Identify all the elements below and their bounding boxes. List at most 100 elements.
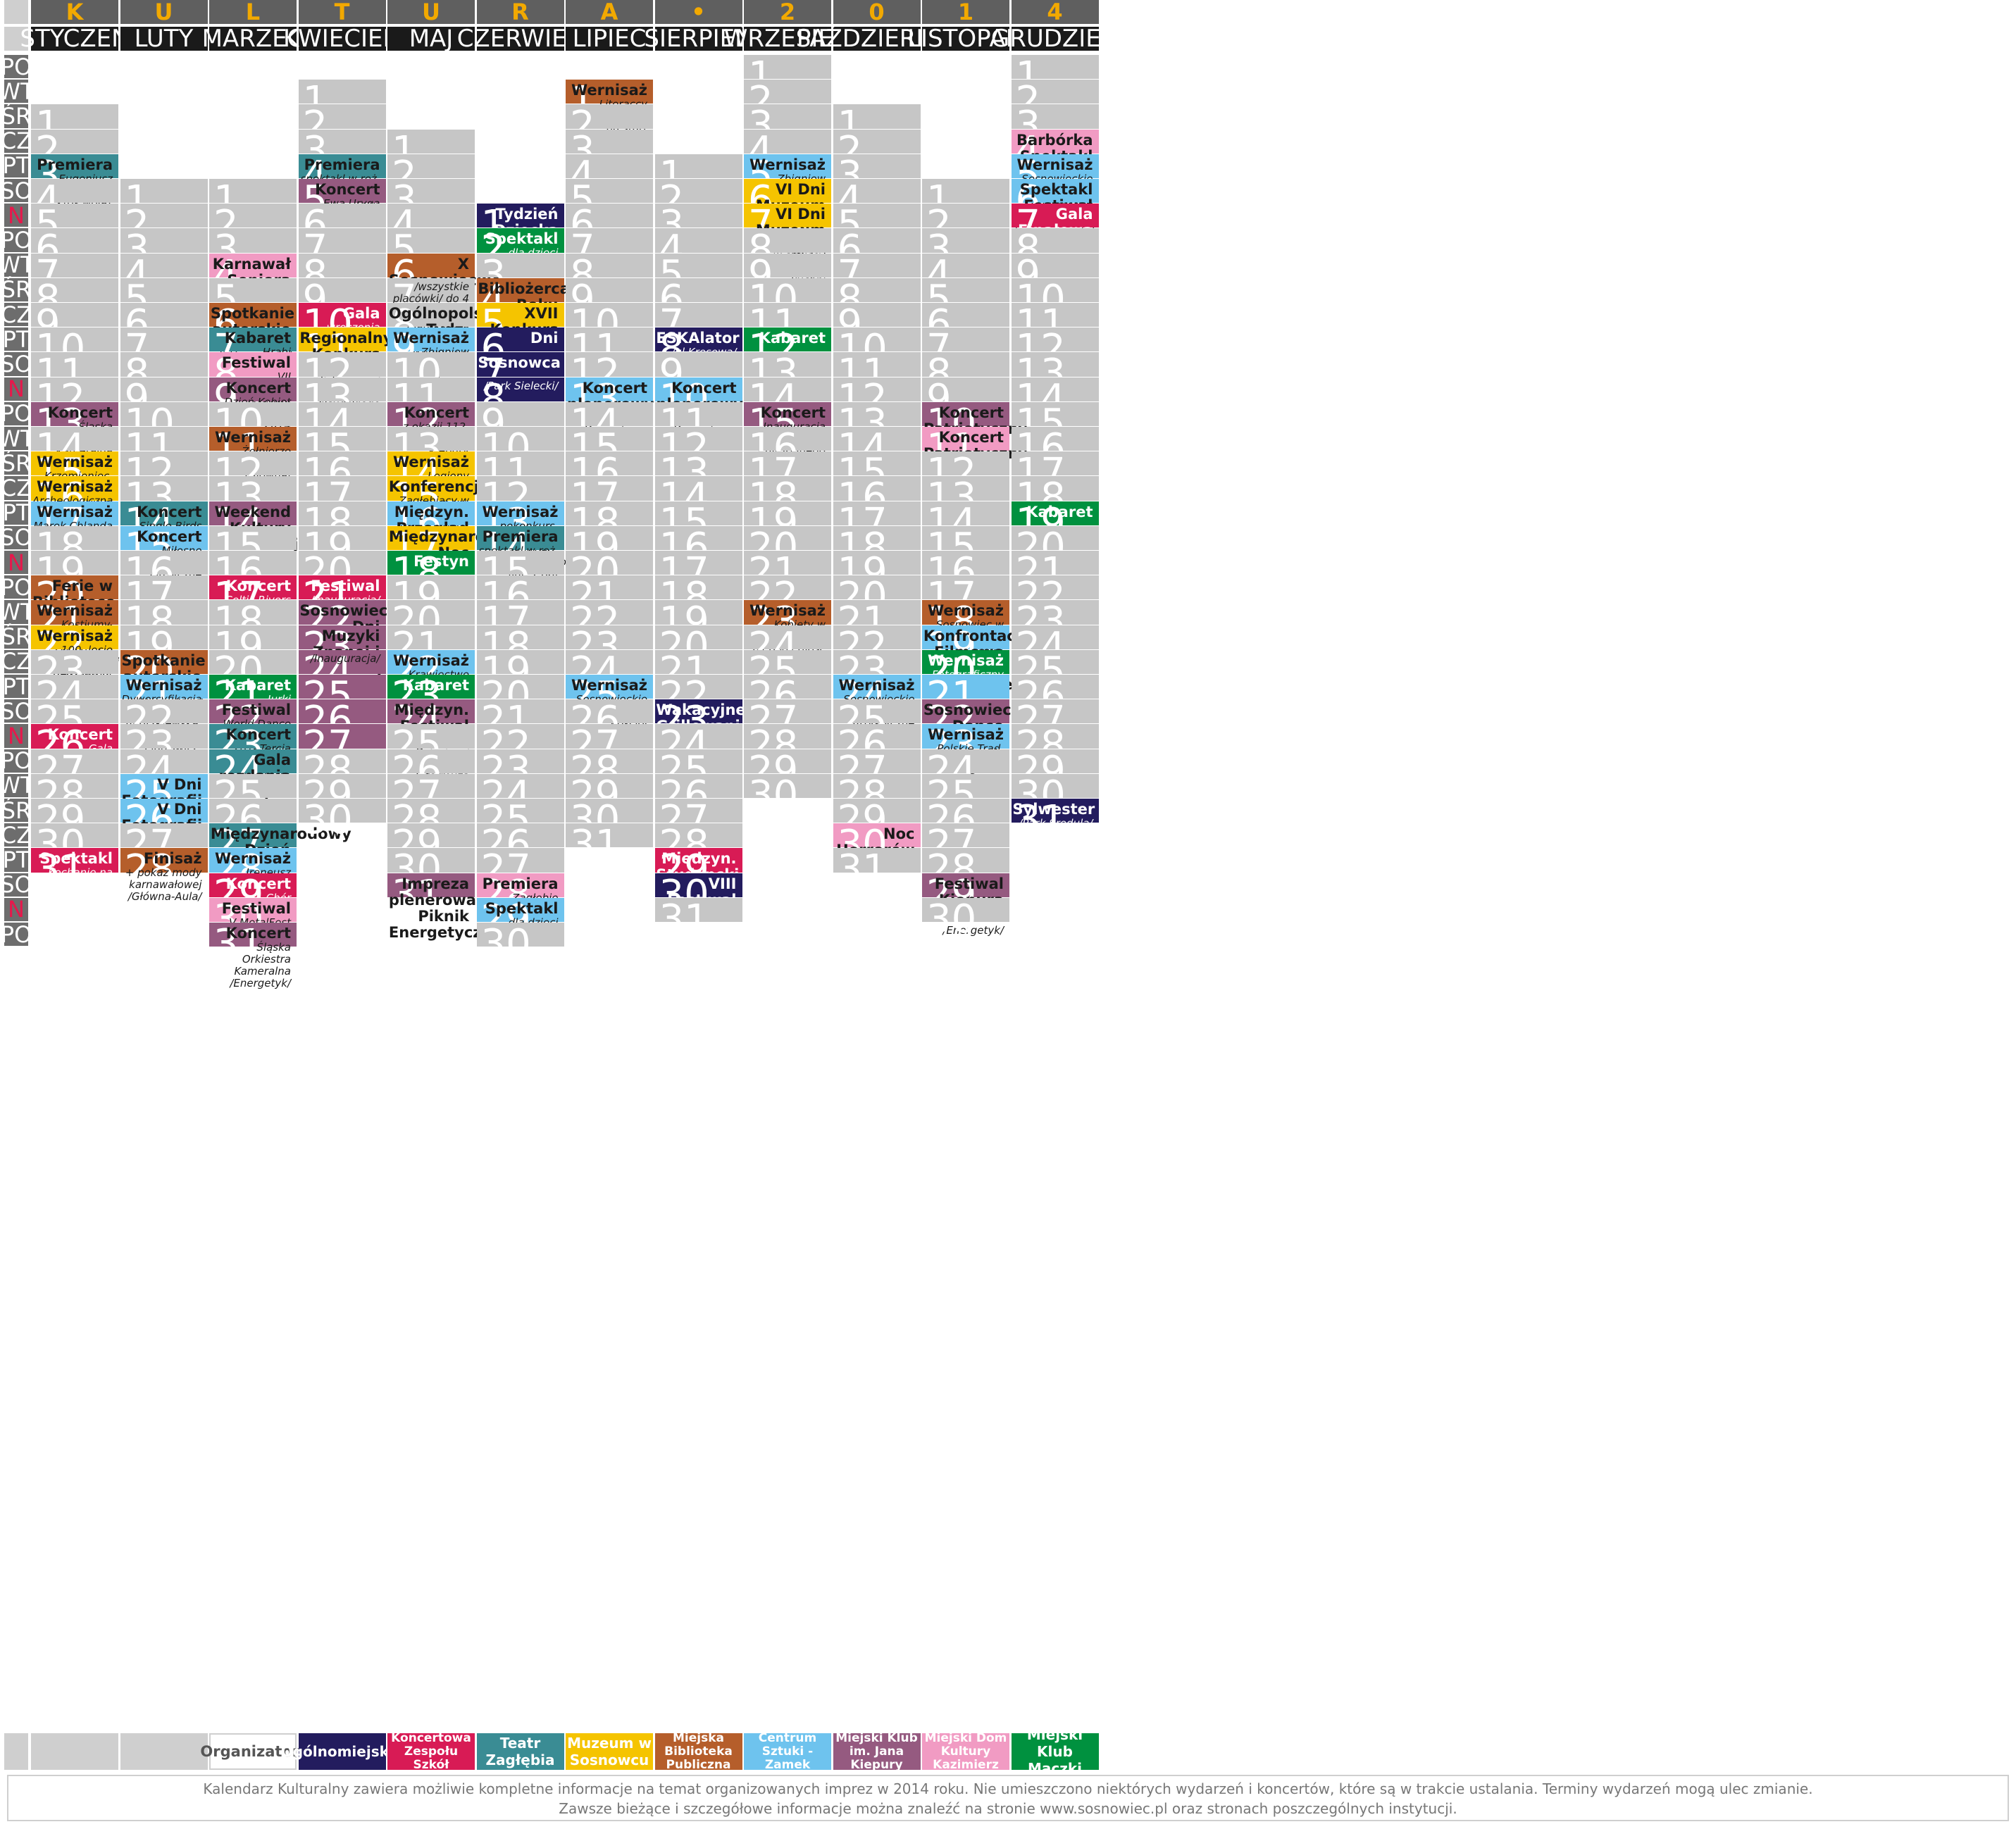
day-cell[interactable]: 21KabaretJurki: [209, 673, 297, 719]
day-cell[interactable]: 29KoncertChór Pustovalova: [209, 872, 297, 918]
day-cell[interactable]: 15WernisażKrzemieniec. Miasto wielkiej t…: [31, 450, 118, 506]
day-cell[interactable]: 21WernisażKostiumy, maski, bale, czyli r…: [31, 599, 118, 679]
day-cell[interactable]: 6 Dni: [476, 326, 564, 372]
day-cell[interactable]: 11WernisażŻołnierze Warszyca /Główna/: [209, 425, 297, 482]
day-cell[interactable]: 2Spektakldla dzieci: [476, 227, 564, 273]
day-cell[interactable]: 24WernisażSosnowieckie Spotkania Artysty…: [833, 673, 921, 742]
day-cell[interactable]: 20WernisażFotograficzny: [922, 649, 1009, 694]
day-cell[interactable]: 21: [922, 673, 1009, 719]
day-cell[interactable]: 17KoncertCeltic Rivers Orchestra: [209, 574, 297, 620]
day-cell[interactable]: 1WernisażLiteraccy łowcy przygód na star…: [566, 78, 653, 146]
day-cell[interactable]: 15KoncertMiłosne Motywy Muzyczne: [120, 525, 208, 580]
day-cell[interactable]: 31 Impreza plenerowa Piknik Energetyczny: [387, 872, 502, 940]
day-cell[interactable]: 21WernisażDywersyfikacja sztuki Anna66 A…: [120, 673, 208, 766]
day-cell[interactable]: 7 Sosnowca: [476, 351, 564, 397]
day-cell[interactable]: 25: [298, 673, 386, 719]
day-cell[interactable]: 31 Koncert Śląska Orkiestra Kameralna /Ene…: [209, 921, 297, 990]
day-cell[interactable]: 23KoncertTercja Pikardyjska: [209, 723, 297, 768]
day-cell[interactable]: 14KoncertSingle Birds: [120, 500, 208, 546]
day-cell[interactable]: 29Spektakldla dzieci: [476, 897, 564, 942]
day-cell[interactable]: 14Premieraspektakl w reż. A Popławskiej …: [476, 525, 564, 580]
day-cell[interactable]: 19 Kabaret: [1011, 500, 1099, 546]
day-cell[interactable]: 5KoncertEwa Uryga /Energetyk/: [298, 177, 386, 223]
day-cell[interactable]: 6VI Dni MuzeumWernisaż: Tradycje kuchni …: [744, 177, 831, 274]
day-cell[interactable]: 25V Dni Fotografii: [120, 773, 208, 818]
day-cell[interactable]: 15KoncertInauguracja Roku Kulturalnego /…: [744, 401, 831, 468]
day-cell[interactable]: 18 Festyn: [387, 549, 475, 595]
day-cell[interactable]: 22Wernisaż100. lecie Elektrociepłowni Bę…: [31, 624, 119, 680]
day-cell[interactable]: 4Premieraspektakl w reż. R. Brzyka /lub …: [298, 153, 386, 208]
day-cell[interactable]: 28 Finisaż + pokaz mody karnawałowej /Głów…: [120, 847, 208, 903]
day-cell[interactable]: 13KoncertŚląska Orkiestra Kameralna /Ene…: [31, 401, 118, 468]
day-cell[interactable]: 3PremieraEugeniusz Bodo czy mnie ktoś wo…: [31, 153, 118, 208]
day-cell[interactable]: 22WernisażKrawiectwo miniaturowe: [387, 649, 475, 694]
day-cell[interactable]: 31 Sylwester/Park Środula/: [1011, 797, 1099, 843]
day-cell[interactable]: 9KoncertDzień Kobiet /Energetyk/: [209, 376, 297, 422]
day-cell[interactable]: 9WernisażZbigniew Bajek: [387, 326, 475, 372]
day-cell[interactable]: 7VI Dni MuzeumWarsztaty: Wokół tradycyjn…: [744, 202, 831, 287]
day-cell[interactable]: 5WernisażZbigniew Podsiadło: [744, 153, 831, 199]
day-cell[interactable]: 8FestiwalVII Ogólnopolski Festiwal Tanec…: [209, 351, 297, 431]
day-cell[interactable]: 12Koncertz okazji 112. urodzin Jana Kiep…: [387, 401, 475, 468]
day-cell[interactable]: 12 Kabaret: [744, 326, 831, 372]
day-cell[interactable]: 18WernisażSosnowiec w Unii Europ. /Główn…: [922, 599, 1009, 655]
day-cell[interactable]: 23 Kabaret: [387, 673, 475, 719]
day-cell[interactable]: 23WernisażKobiety w walce o niepodległoś…: [744, 599, 831, 667]
day-cell[interactable]: 5WernisażSosnowieckie Spotkania Artystyc…: [1011, 153, 1099, 220]
day-cell[interactable]: 23WernisażPolskie Trad. Świąteczne: [922, 723, 1009, 768]
day-cell[interactable]: 27: [298, 723, 386, 768]
day-cell[interactable]: 6X Sosnowieckie Dni LiteraturyInauguracj…: [387, 252, 502, 368]
day-cell[interactable]: 28PremieraZagłębie Rocka: [476, 872, 564, 918]
day-cell[interactable]: 26: [298, 698, 386, 744]
day-cell[interactable]: 26V Dni Fotografii: [120, 797, 208, 843]
day-cell[interactable]: 7KabaretHrabi: [209, 326, 297, 372]
day-cell[interactable]: 25WernisażSosnowieckie Sacrum Kościół ew…: [566, 673, 653, 742]
day-cell[interactable]: 28WernisażIreneusz Walczak: [209, 847, 297, 892]
day-cell[interactable]: 31 Spektakl Kochanie na kredyt (Artiuch, B…: [31, 847, 118, 939]
day-cell[interactable]: 7/wszystkie placówki/ do 4 czerwca: [387, 277, 475, 323]
day-cell[interactable]: 17WernisażMarek Chlanda Uzdrowisko: [31, 500, 118, 546]
day-cell[interactable]: 22FestiwalWorld Dance Sosnowiec 2014 /Ha…: [209, 698, 297, 778]
day-cell[interactable]: 15KonferencjaZagłębiacy w Legionach w 10…: [387, 475, 489, 543]
day-cell[interactable]: 30FestiwalV MetalFest: [209, 897, 297, 942]
day-cell[interactable]: 8/Park Sielecki/: [476, 376, 564, 422]
day-cell[interactable]: 26KoncertGala operetkowa Orkiestra Symf.…: [31, 723, 118, 827]
day-cell[interactable]: 14WernisażLegiony Piłsudskiego w Zagłębi…: [387, 450, 475, 518]
day-cell[interactable]: 13Wernisażpokonkurs. Portret Artysty pod…: [476, 500, 566, 568]
day-cell[interactable]: 24/Inauguracja/: [298, 649, 386, 694]
day-cell[interactable]: 16WernisażArcheologiczna Autostrada: [31, 475, 118, 520]
